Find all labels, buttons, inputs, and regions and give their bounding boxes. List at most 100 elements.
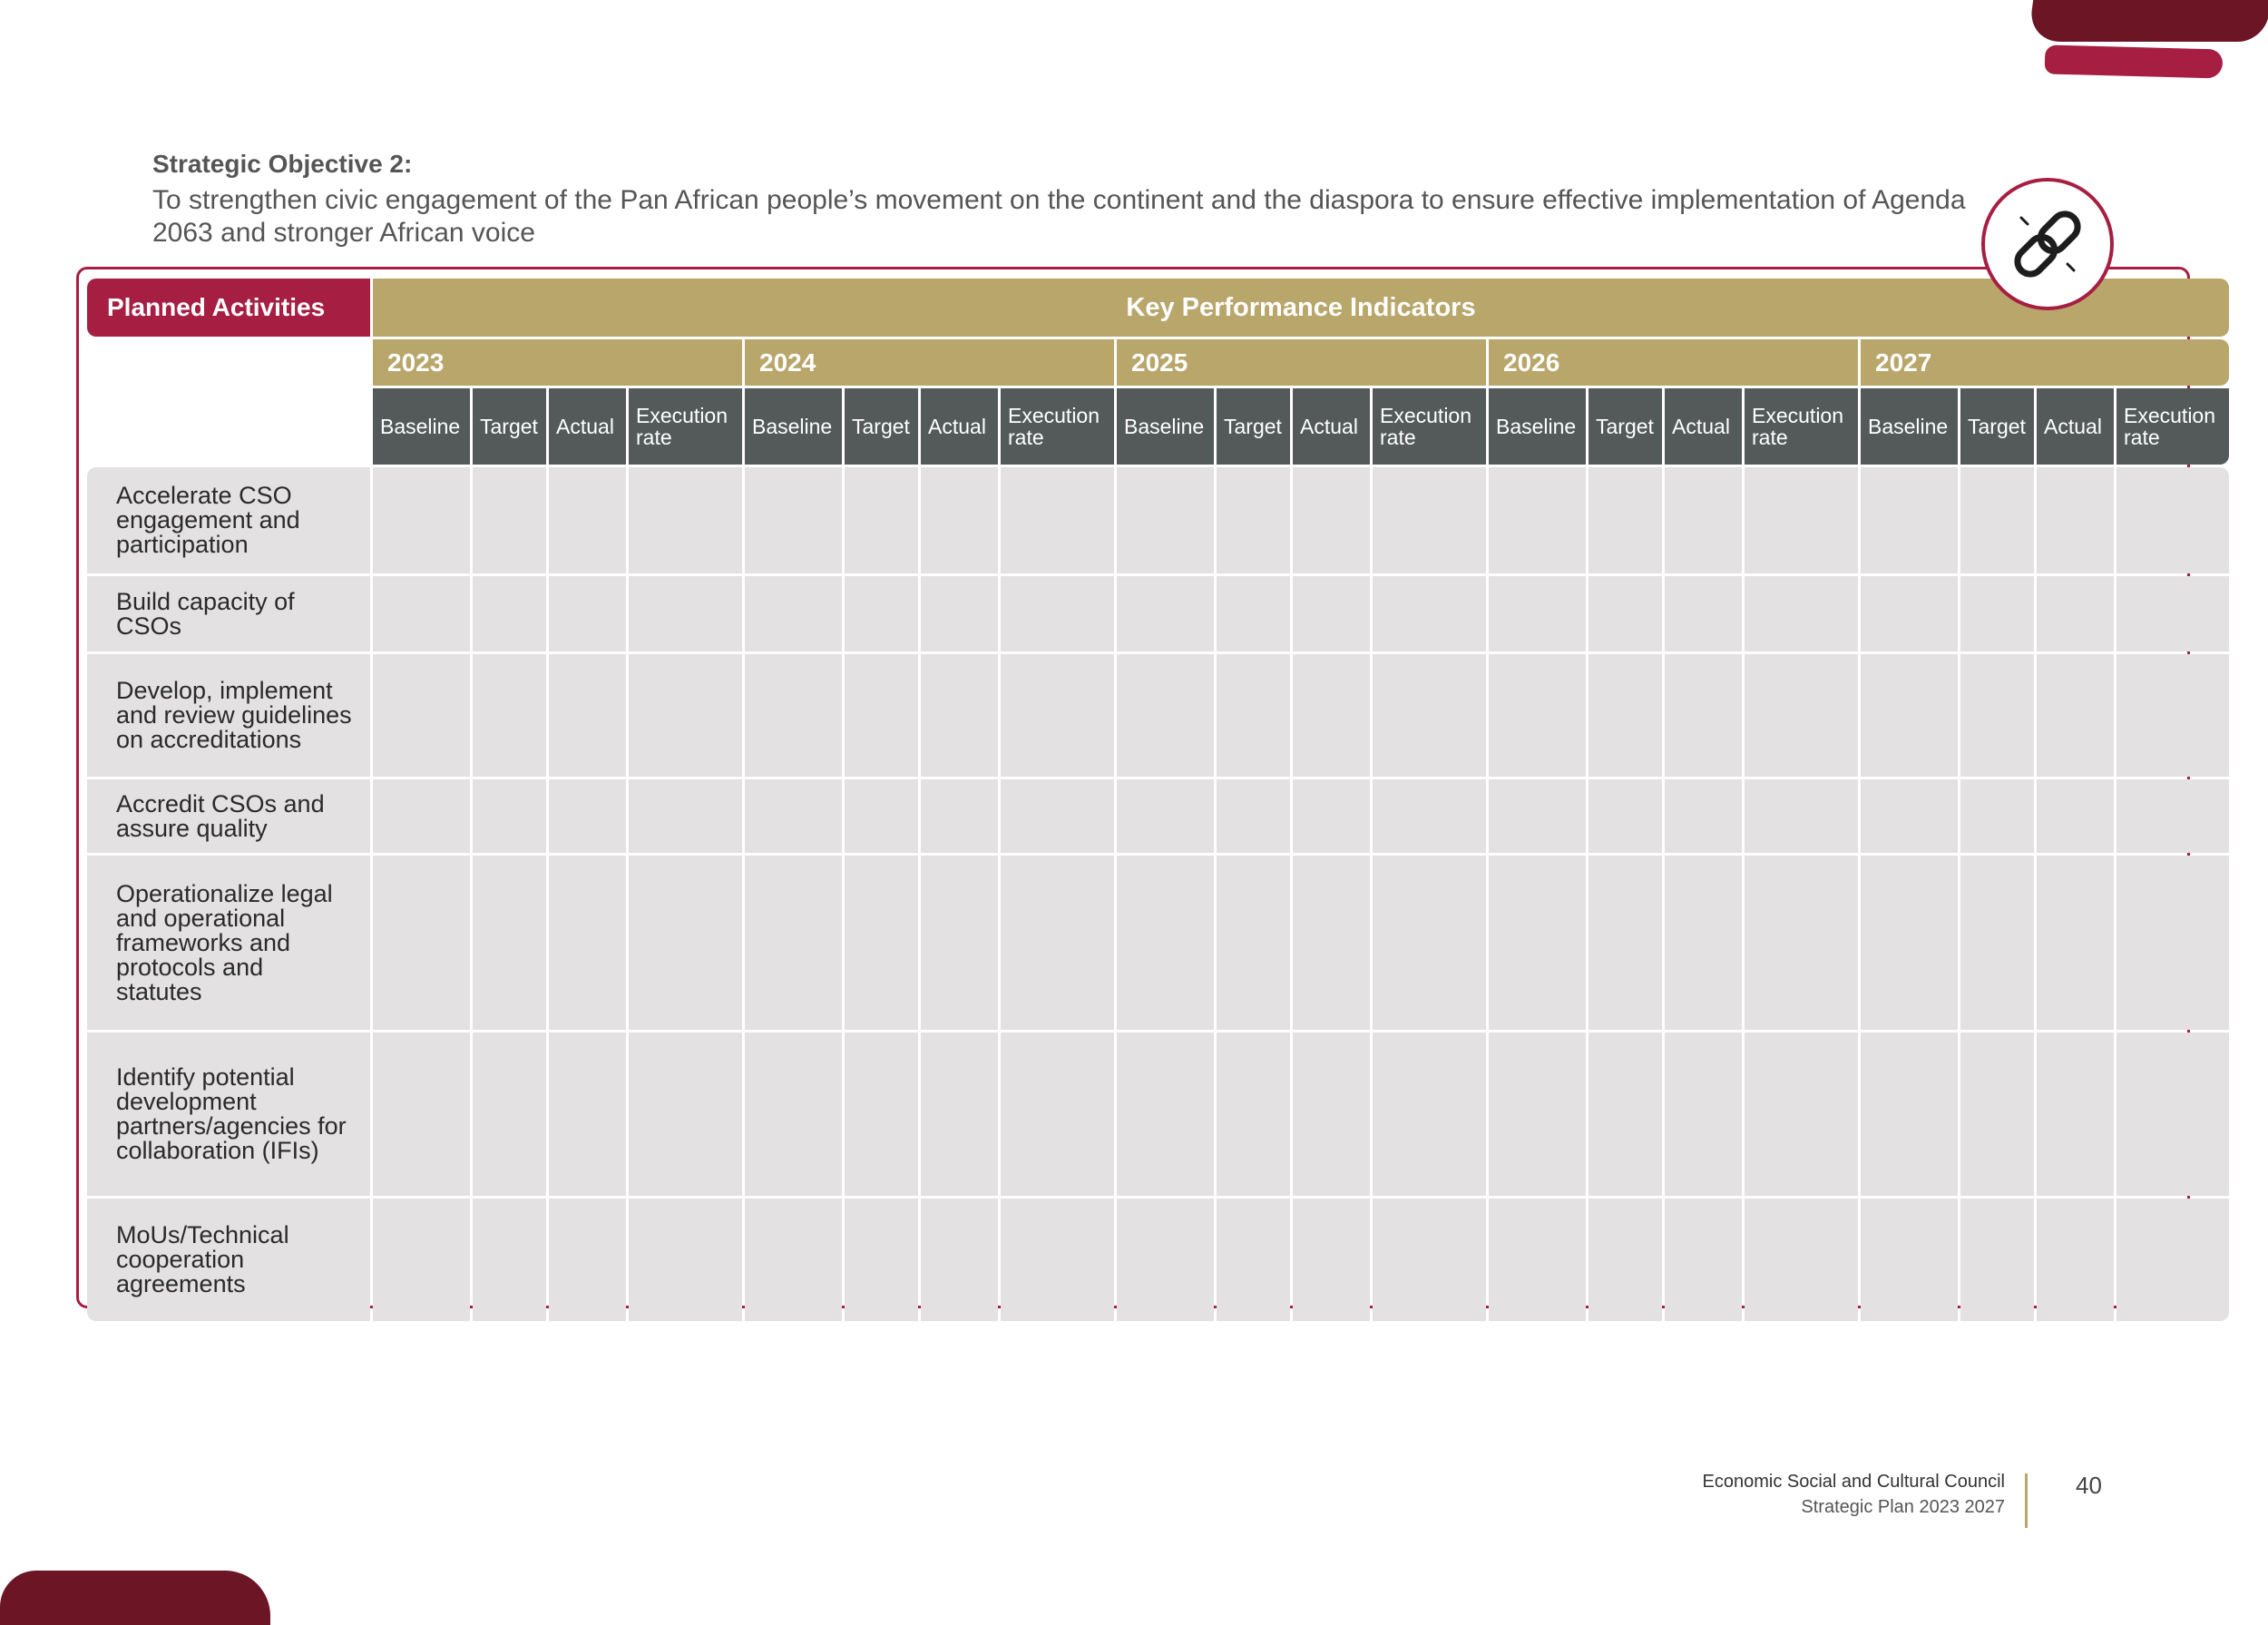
objective-description: To strengthen civic engagement of the Pa… xyxy=(152,185,1966,248)
table-cell xyxy=(745,856,842,1030)
year-header-2023: 2023 xyxy=(373,339,742,386)
subheader-target-2027: Target xyxy=(1960,388,2034,465)
activity-label: Accelerate CSO engagement and participat… xyxy=(87,467,370,573)
table-cell xyxy=(1861,1199,1958,1321)
subheader-baseline-2026: Baseline xyxy=(1489,388,1586,465)
activity-label: Build capacity of CSOs xyxy=(87,576,370,651)
table-cell xyxy=(1217,467,1290,573)
subheader-target-2025: Target xyxy=(1217,388,1290,465)
table-cell xyxy=(1589,576,1662,651)
activity-label: Operationalize legal and operational fra… xyxy=(87,856,370,1030)
table-cell xyxy=(549,467,626,573)
table-cell xyxy=(2116,1199,2229,1321)
table-cell xyxy=(2116,1033,2229,1196)
subheader-baseline-2023: Baseline xyxy=(373,388,470,465)
subheader-baseline-2024: Baseline xyxy=(745,388,842,465)
table-cell xyxy=(549,1033,626,1196)
table-cell xyxy=(473,654,546,777)
table-cell xyxy=(921,467,998,573)
table-cell xyxy=(921,654,998,777)
table-cell xyxy=(1960,1199,2034,1321)
table-cell xyxy=(629,856,742,1030)
table-cell xyxy=(1217,576,1290,651)
table-cell xyxy=(1001,856,1114,1030)
table-cell xyxy=(1960,856,2034,1030)
table-cell xyxy=(921,856,998,1030)
decorative-brush-bottom xyxy=(0,1571,270,1625)
table-cell xyxy=(1665,856,1742,1030)
year-header-2025: 2025 xyxy=(1117,339,1486,386)
table-cell xyxy=(1745,467,1858,573)
table-cell xyxy=(1665,654,1742,777)
footer-organization: Economic Social and Cultural Council xyxy=(1702,1472,2006,1492)
table-cell xyxy=(1001,1199,1114,1321)
subheader-execution-rate-2027: Execution rate xyxy=(2116,388,2229,465)
table-cell xyxy=(629,1033,742,1196)
table-cell xyxy=(1373,576,1486,651)
table-cell xyxy=(1861,1033,1958,1196)
table-cell xyxy=(2037,576,2114,651)
table-cell xyxy=(845,654,918,777)
table-cell xyxy=(1861,576,1958,651)
table-cell xyxy=(1665,576,1742,651)
table-cell xyxy=(373,1199,470,1321)
subheader-target-2024: Target xyxy=(845,388,918,465)
table-cell xyxy=(845,1033,918,1196)
table-cell xyxy=(1745,779,1858,853)
table-cell xyxy=(1665,467,1742,573)
table-cell xyxy=(1117,654,1214,777)
table-cell xyxy=(1217,856,1290,1030)
table-cell xyxy=(1217,1033,1290,1196)
table-cell xyxy=(473,1033,546,1196)
activity-label: Develop, implement and review guidelines… xyxy=(87,654,370,777)
table-cell xyxy=(1861,654,1958,777)
table-cell xyxy=(1001,576,1114,651)
table-cell xyxy=(473,856,546,1030)
table-cell xyxy=(1293,654,1370,777)
table-cell xyxy=(1861,467,1958,573)
table-cell xyxy=(1117,576,1214,651)
table-cell xyxy=(1960,1033,2034,1196)
table-cell xyxy=(845,856,918,1030)
subheader-execution-rate-2025: Execution rate xyxy=(1373,388,1486,465)
table-cell xyxy=(373,779,470,853)
table-cell xyxy=(1861,779,1958,853)
table-cell xyxy=(1589,654,1662,777)
table-cell xyxy=(473,1199,546,1321)
table-cell xyxy=(1745,1199,1858,1321)
table-cell xyxy=(1117,467,1214,573)
table-cell xyxy=(1373,467,1486,573)
table-cell xyxy=(549,856,626,1030)
subheader-target-2026: Target xyxy=(1589,388,1662,465)
table-cell xyxy=(1293,1033,1370,1196)
objective-badge xyxy=(1981,178,2114,310)
table-cell xyxy=(921,1033,998,1196)
table-cell xyxy=(2037,779,2114,853)
table-cell xyxy=(629,576,742,651)
activity-label: Accredit CSOs and assure quality xyxy=(87,779,370,853)
table-cell xyxy=(1293,467,1370,573)
table-cell xyxy=(1489,576,1586,651)
table-cell xyxy=(745,467,842,573)
kpi-header: Key Performance Indicators xyxy=(373,279,2229,337)
table-cell xyxy=(745,576,842,651)
table-cell xyxy=(1217,1199,1290,1321)
table-cell xyxy=(473,779,546,853)
table-cell xyxy=(845,576,918,651)
table-cell xyxy=(1217,654,1290,777)
table-cell xyxy=(373,576,470,651)
table-cell xyxy=(2116,576,2229,651)
table-cell xyxy=(1960,654,2034,777)
table-cell xyxy=(1960,576,2034,651)
table-cell xyxy=(373,856,470,1030)
table-cell xyxy=(1373,856,1486,1030)
year-header-2024: 2024 xyxy=(745,339,1114,386)
table-cell xyxy=(1745,576,1858,651)
table-cell xyxy=(2037,1199,2114,1321)
table-cell xyxy=(745,654,842,777)
table-cell xyxy=(1217,779,1290,853)
table-cell xyxy=(1589,856,1662,1030)
activity-label: MoUs/Technical cooperation agreements xyxy=(87,1199,370,1321)
table-cell xyxy=(845,779,918,853)
subheader-actual-2027: Actual xyxy=(2037,388,2114,465)
